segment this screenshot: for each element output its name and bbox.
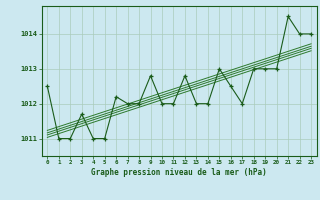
- X-axis label: Graphe pression niveau de la mer (hPa): Graphe pression niveau de la mer (hPa): [91, 168, 267, 177]
